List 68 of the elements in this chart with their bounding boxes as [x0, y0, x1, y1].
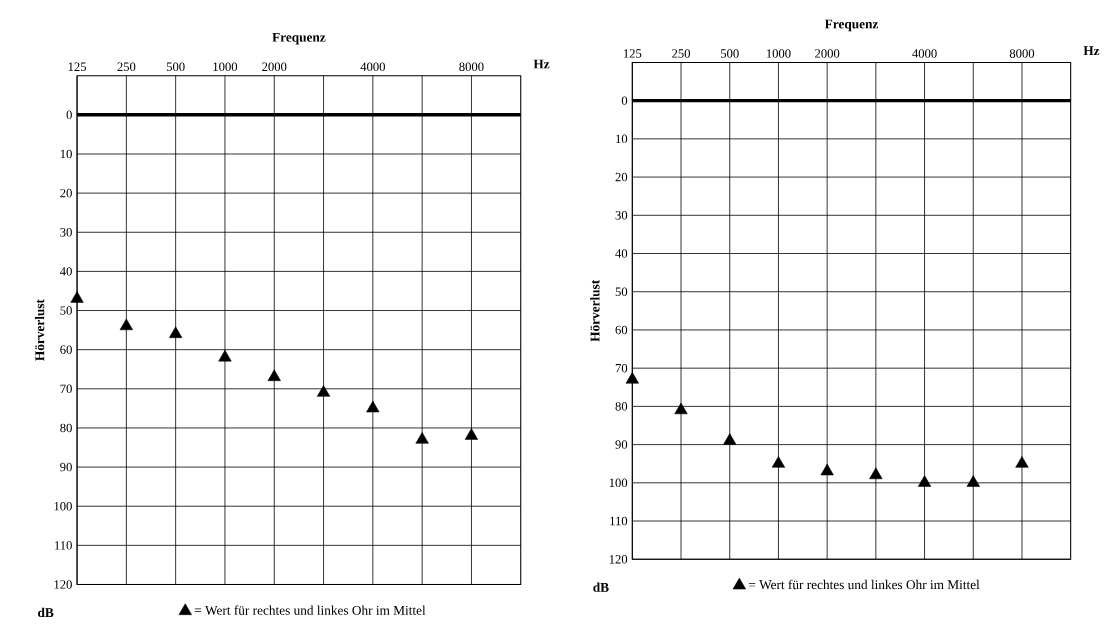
x-tick-label: 500 — [166, 62, 185, 71]
y-tick-label: 10 — [60, 149, 72, 159]
y-tick-label: 40 — [60, 266, 72, 276]
y-axis-title: Hörverlust — [590, 279, 600, 342]
point — [966, 475, 980, 487]
legend-label: = Wert für rechtes und linkes Ohr im Mittel — [748, 579, 980, 590]
x-tick-label: 1000 — [213, 62, 238, 71]
y-tick-label: 50 — [60, 306, 72, 315]
x-tick-label: 125 — [623, 49, 642, 58]
point — [267, 369, 281, 381]
point — [366, 400, 380, 413]
point — [723, 433, 737, 445]
x-tick-label: 8000 — [459, 62, 484, 71]
y-tick-label: 80 — [60, 423, 72, 433]
x-tick-label: 8000 — [1009, 49, 1035, 58]
point — [119, 318, 133, 330]
y-tick-label: 40 — [615, 249, 628, 258]
y-tick-label: 20 — [615, 172, 628, 182]
y-tick-label: 10 — [616, 134, 628, 143]
point — [70, 291, 84, 303]
y-tick-label: 110 — [610, 516, 628, 526]
text: dB — [593, 582, 609, 592]
y-axis-title: Hörverlust — [34, 299, 45, 361]
x-tick-label: 125 — [68, 62, 87, 71]
text: Hz — [1083, 46, 1100, 55]
x-tick-label: 250 — [117, 62, 136, 71]
y-tick-label: 30 — [60, 227, 72, 237]
y-tick-label: 90 — [60, 462, 72, 472]
point — [771, 455, 786, 468]
y-tick-label: 120 — [54, 580, 72, 589]
text: dB — [38, 607, 54, 617]
point — [820, 463, 834, 476]
x-tick-label: 4000 — [360, 62, 385, 71]
x-tick-label: 2000 — [262, 62, 287, 71]
point — [917, 475, 932, 487]
y-tick-label: 70 — [615, 363, 628, 373]
text: Hz — [533, 59, 550, 69]
x-tick-label: 1000 — [766, 49, 791, 58]
x-tick-label: 500 — [721, 49, 739, 58]
point — [1015, 455, 1029, 468]
y-tick-label: 0 — [66, 110, 72, 119]
x-tick-label: 250 — [672, 49, 691, 58]
point — [415, 431, 429, 444]
point — [316, 384, 331, 397]
y-tick-label: 70 — [60, 384, 72, 393]
point — [869, 467, 883, 479]
y-tick-label: 20 — [60, 188, 72, 198]
y-tick-label: 60 — [615, 325, 628, 335]
y-tick-label: 30 — [615, 210, 628, 220]
y-tick-label: 90 — [615, 440, 628, 449]
y-tick-label: 0 — [621, 96, 628, 105]
legend-label: = Wert für rechtes und linkes Ohr im Mittel — [194, 605, 426, 615]
point — [169, 326, 183, 338]
chart-title: Frequenz — [272, 32, 326, 45]
y-tick-label: 110 — [55, 540, 72, 550]
y-tick-label: 60 — [60, 345, 72, 354]
y-tick-label: 80 — [615, 401, 628, 411]
chart-title: Frequenz — [824, 19, 879, 32]
point — [218, 349, 232, 362]
point — [625, 371, 639, 384]
point — [674, 402, 688, 414]
x-tick-label: 2000 — [815, 49, 840, 58]
x-tick-label: 4000 — [912, 49, 937, 58]
point — [464, 428, 479, 440]
y-tick-label: 50 — [615, 287, 628, 296]
y-tick-label: 100 — [54, 501, 72, 511]
y-tick-label: 100 — [609, 478, 628, 487]
y-tick-label: 120 — [609, 554, 628, 564]
